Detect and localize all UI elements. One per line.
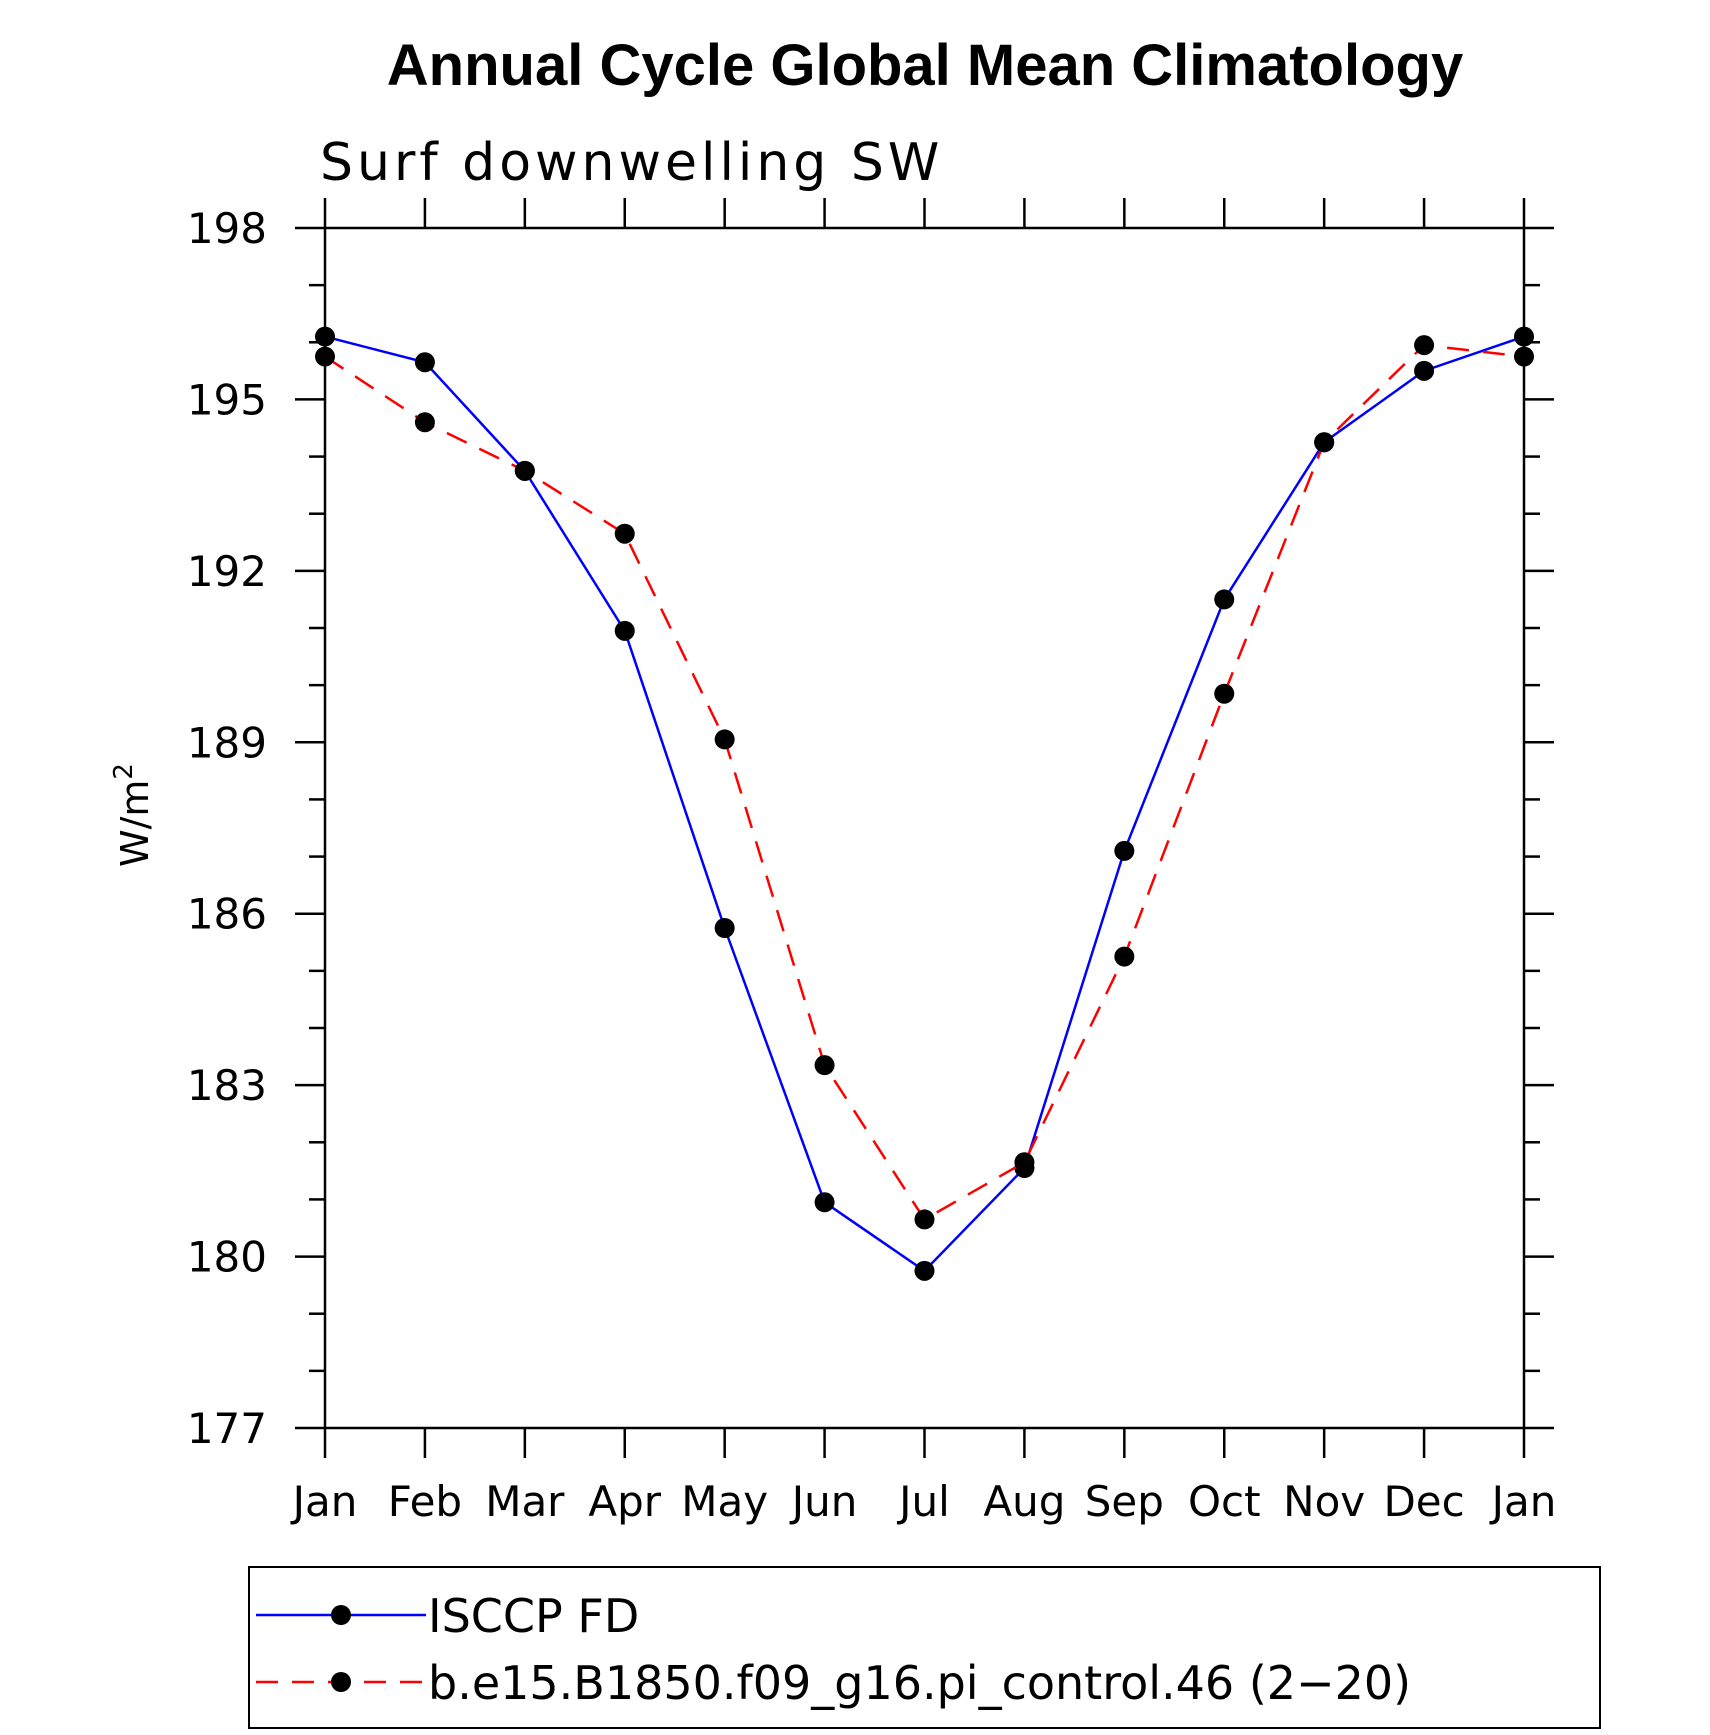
data-point [1214,683,1235,704]
data-point [814,1192,835,1213]
legend-marker [331,1605,351,1625]
series-2 [315,335,1534,1230]
y-tick-label: 198 [187,204,267,253]
data-point [315,346,335,367]
y-tick-label: 195 [187,375,267,424]
data-point [315,326,335,347]
y-tick-label: 177 [187,1404,267,1453]
data-point [714,729,735,750]
legend-marker [331,1672,351,1692]
x-tick-label: Oct [1188,1477,1261,1526]
y-tick-label: 180 [187,1233,267,1282]
x-tick-label: Aug [983,1477,1065,1526]
data-point [1514,326,1534,347]
axes-frame [323,226,1526,1430]
data-point [1314,432,1335,453]
chart-title: Annual Cycle Global Mean Climatology [387,33,1463,98]
x-tick-label: Dec [1383,1477,1464,1526]
axis-tick-labels: Jan Feb Mar Apr May Jun Jul Aug Sep Oct Nov Dec Jan 1… [187,204,1557,1526]
data-point [614,620,635,641]
svg-text:W/m2: W/m2 [109,763,157,867]
x-tick-label: Jan [290,1477,358,1526]
legend-label: ISCCP FD [428,1589,639,1643]
chart-subtitle: Surf downwelling SW [320,133,943,193]
plot-series [315,326,1534,1281]
legend-label: b.e15.B1850.f09_g16.pi_control.46 (2−20) [428,1656,1411,1710]
data-point [1414,360,1435,381]
y-tick-label: 186 [187,890,267,939]
data-point [1414,335,1435,356]
series-1 [315,326,1534,1281]
data-point [1014,1152,1035,1173]
data-point [914,1260,935,1281]
y-axis-label-superscript: 2 [109,763,139,780]
x-tick-label: May [681,1477,768,1526]
y-tick-label: 192 [187,547,267,596]
data-point [714,918,735,938]
x-tick-label: Jun [789,1477,858,1526]
y-tick-label: 189 [187,718,267,767]
data-point [614,523,635,544]
y-tick-label: 183 [187,1061,267,1110]
data-point [514,460,535,481]
series-line [324,343,1525,1222]
data-point [414,412,435,433]
data-point [414,352,435,373]
y-axis-label-text: W/m [113,780,157,867]
x-tick-label: Nov [1283,1477,1365,1526]
x-tick-label: Jul [896,1477,950,1526]
data-point [1114,840,1135,861]
x-tick-label: Jan [1489,1477,1557,1526]
data-point [1514,346,1534,367]
legend-box [248,1566,1601,1729]
plot-frame [323,226,1526,1430]
x-tick-label: Apr [588,1477,661,1526]
x-tick-label: Feb [388,1477,462,1526]
legend: ISCCP FD b.e15.B1850.f09_g16.pi_control.4… [248,1566,1601,1729]
data-point [1214,589,1235,610]
y-axis-label: W/m2 [109,763,157,867]
x-tick-label: Sep [1085,1477,1164,1526]
x-tick-label: Mar [485,1477,565,1526]
data-point [914,1209,935,1230]
data-point [814,1055,835,1076]
series-line [324,335,1525,1273]
data-point [1114,946,1135,967]
axis-ticks [295,198,1554,1458]
